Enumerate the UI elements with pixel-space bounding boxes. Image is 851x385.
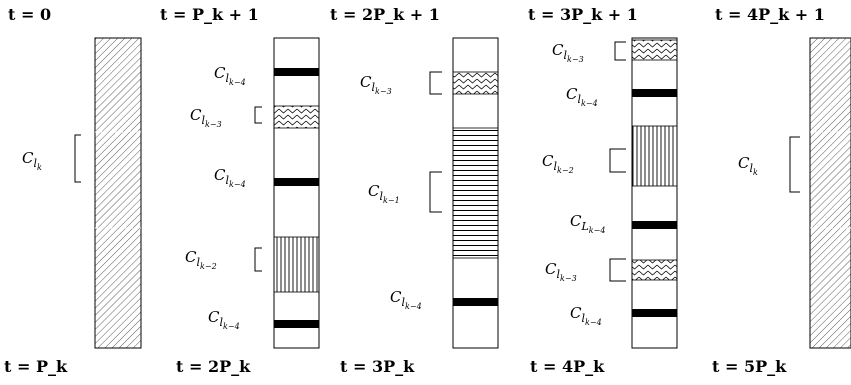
time-label-bottom: t = 5P_k: [712, 357, 787, 376]
cluster-label: Clk−3: [545, 260, 577, 283]
time-label-bottom: t = P_k: [4, 357, 68, 376]
cluster-label: Clk−2: [542, 152, 574, 175]
column-outline: [273, 37, 320, 349]
column-outline: [631, 37, 678, 349]
bottom-time-labels: t = P_k t = 2P_k t = 3P_k t = 4P_k t = 5…: [4, 357, 787, 376]
black-block: [274, 68, 319, 76]
column-3: Clk−3 Clk−4 Clk−2 CLk−4 Clk−3 Clk−4: [542, 37, 678, 349]
cluster-label: Clk−2: [185, 248, 217, 271]
black-block: [274, 320, 319, 328]
cluster-label: Clk−4: [566, 85, 598, 108]
time-label-bottom: t = 4P_k: [530, 357, 605, 376]
cluster-label: Clk−3: [190, 106, 222, 129]
black-block: [274, 178, 319, 186]
bracket: [254, 247, 262, 272]
bracket: [614, 41, 626, 61]
bracket: [74, 134, 81, 183]
column-0: Clk: [22, 37, 142, 349]
vertical-lined-block: [273, 236, 320, 293]
bracket: [609, 148, 626, 173]
time-label-top: t = 0: [8, 5, 51, 24]
hatched-region: [809, 37, 851, 349]
cluster-label: Clk−1: [368, 182, 400, 205]
bracket: [609, 258, 626, 282]
bracket: [789, 136, 800, 193]
top-time-labels: t = 0 t = P_k + 1 t = 2P_k + 1 t = 3P_k …: [8, 5, 825, 24]
time-label-bottom: t = 2P_k: [176, 357, 251, 376]
hatched-region: [94, 37, 142, 349]
black-block: [632, 89, 677, 97]
cluster-label: CLk−4: [570, 212, 605, 235]
bracket: [429, 71, 442, 95]
cluster-label: Clk−4: [208, 308, 240, 331]
cluster-label: Clk−4: [390, 288, 422, 311]
time-label-top: t = 4P_k + 1: [715, 5, 825, 24]
black-block: [632, 309, 677, 317]
cluster-label: Clk: [738, 154, 758, 177]
cluster-label: Clk−4: [214, 64, 246, 87]
horizontal-lined-block: [452, 127, 499, 259]
zigzag-block: [631, 259, 678, 281]
time-label-top: t = P_k + 1: [160, 5, 259, 24]
cluster-label: Clk−4: [214, 166, 246, 189]
vertical-lined-block: [631, 125, 678, 187]
black-block: [632, 221, 677, 229]
cluster-label: Clk: [22, 149, 42, 172]
zigzag-block: [273, 105, 320, 129]
time-label-bottom: t = 3P_k: [340, 357, 415, 376]
column-1: Clk−4 Clk−3 Clk−4 Clk−2 Clk−4: [185, 37, 320, 349]
cluster-label: Clk−3: [552, 41, 584, 64]
cluster-label: Clk−4: [570, 304, 602, 327]
column-4: Clk: [738, 37, 851, 349]
time-label-top: t = 3P_k + 1: [528, 5, 638, 24]
zigzag-block: [631, 39, 678, 61]
bracket: [429, 171, 442, 213]
column-2: Clk−3 Clk−1 Clk−4: [360, 37, 499, 349]
bracket: [254, 106, 262, 124]
zigzag-block: [452, 71, 499, 95]
time-label-top: t = 2P_k + 1: [330, 5, 440, 24]
cluster-label: Clk−3: [360, 73, 392, 96]
black-block: [453, 298, 498, 306]
